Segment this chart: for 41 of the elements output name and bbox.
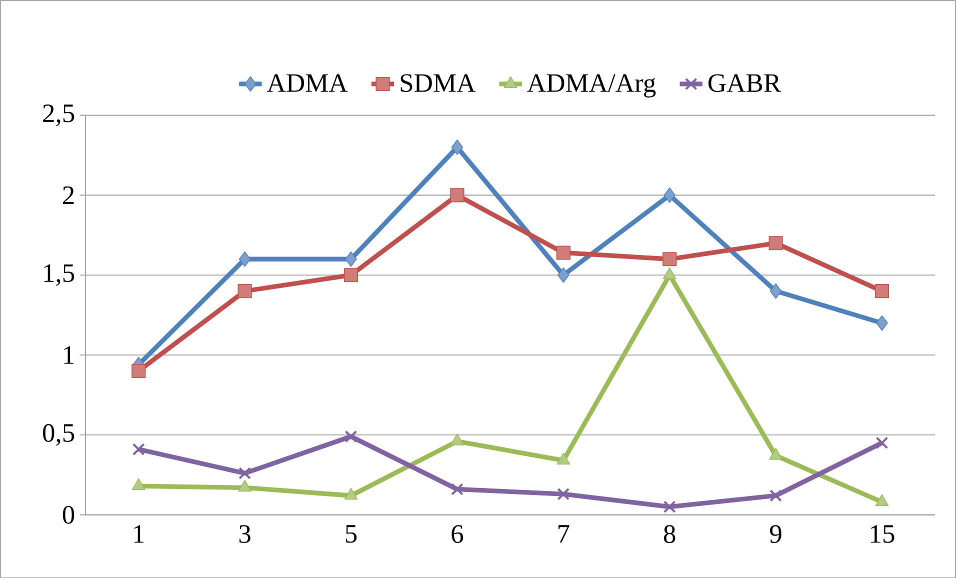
- point: [238, 466, 252, 480]
- point: [557, 488, 570, 500]
- point: [132, 364, 146, 378]
- x-tick-label: 1: [134, 524, 144, 542]
- point: [876, 315, 888, 331]
- x-tick-label: 3: [239, 524, 250, 543]
- point: [770, 283, 782, 299]
- y-tick-label: 2: [63, 186, 74, 204]
- y-tick-label: 2,5: [43, 104, 74, 126]
- point: [768, 236, 783, 250]
- point: [664, 187, 676, 203]
- point: [770, 489, 782, 502]
- point: [238, 284, 252, 298]
- point: [344, 430, 358, 443]
- point: [451, 139, 464, 155]
- point: [450, 482, 464, 496]
- legend-label: ADMA: [266, 74, 348, 92]
- x-tick-label: 9: [770, 524, 782, 543]
- x-tick-label: 6: [452, 524, 464, 543]
- point: [556, 246, 570, 260]
- x-tick-label: 15: [871, 524, 894, 543]
- x-tick-label: 7: [558, 524, 570, 542]
- point: [662, 252, 677, 266]
- point: [450, 188, 464, 202]
- legend-label: GABR: [708, 74, 782, 92]
- point: [344, 268, 358, 282]
- y-tick-label: 0,5: [42, 424, 74, 446]
- point: [663, 500, 676, 513]
- point: [238, 251, 251, 267]
- point: [132, 442, 145, 456]
- point: [876, 436, 888, 449]
- legend-label: ADMA/Arg: [527, 74, 656, 98]
- x-tick-label: 5: [346, 524, 357, 543]
- x-tick-label: 8: [664, 524, 676, 543]
- point: [558, 267, 570, 283]
- y-tick-label: 0: [62, 506, 74, 524]
- y-tick-label: 1: [64, 346, 74, 364]
- legend-label: SDMA: [400, 74, 476, 92]
- point: [874, 284, 890, 298]
- point: [345, 251, 357, 267]
- y-tick-label: 1,5: [44, 264, 74, 286]
